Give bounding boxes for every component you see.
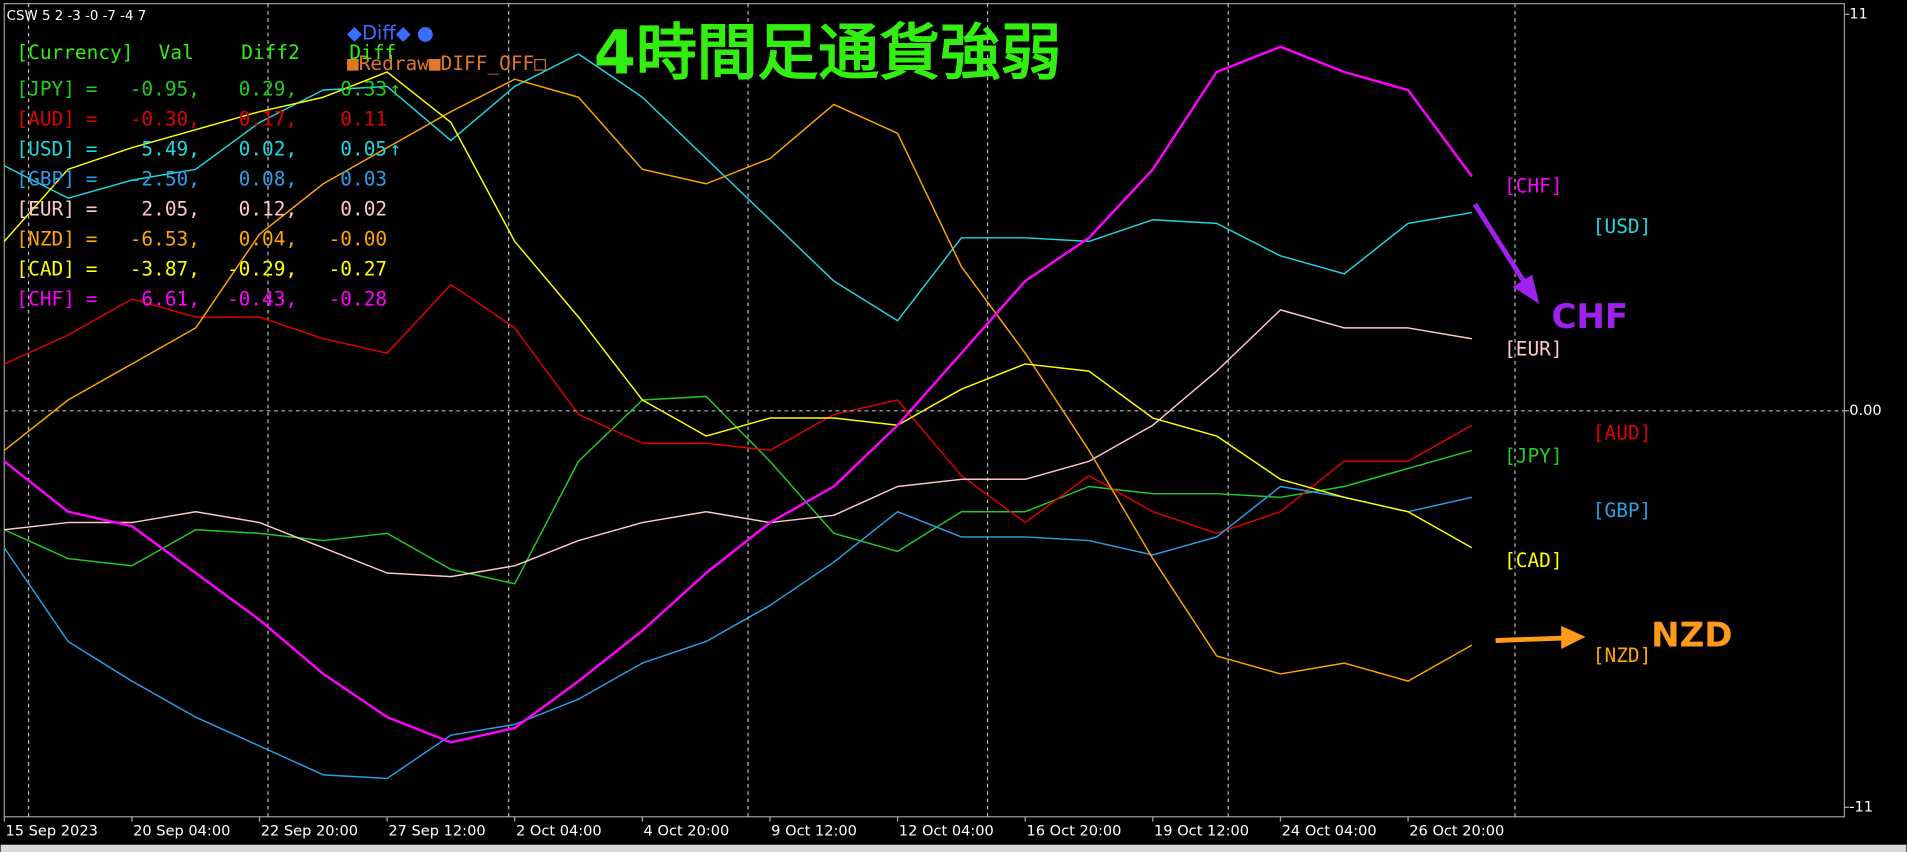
table-cell: -0.00 (329, 228, 388, 251)
table-cell: [CHF] (16, 288, 75, 311)
series-label: [EUR] (1504, 338, 1563, 361)
table-cell: -3.87, (130, 258, 200, 281)
series-line (3, 71, 1473, 549)
table-cell: = (86, 228, 98, 251)
table-cell: = (86, 77, 98, 100)
x-tick-label: 15 Sep 2023 (5, 822, 97, 839)
diff-button[interactable]: ◆Diff◆ ● (347, 22, 434, 45)
arrow-shaft (1472, 202, 1530, 289)
table-cell: 0.33 (340, 77, 387, 100)
table-cell: 0.12, (239, 198, 298, 221)
table-cell: = (86, 288, 98, 311)
series-line (3, 53, 1472, 322)
table-cell: -6.53, (130, 228, 200, 251)
table-header: Diff (349, 41, 396, 64)
annotation: CHF (1551, 297, 1628, 337)
series-label: [NZD] (1593, 644, 1652, 667)
indicator-label: CSW 5 2 -3 -0 -7 -4 7 (7, 9, 147, 24)
redraw-button[interactable]: ■Redraw■DIFF_OFF□ (347, 52, 546, 75)
table-header: Diff2 (241, 41, 300, 64)
series-label: [USD] (1593, 215, 1652, 238)
table-arrow: ↑ (390, 77, 402, 100)
table-cell: [CAD] (16, 258, 75, 281)
series-label: [JPY] (1504, 444, 1563, 467)
table-cell: = (86, 107, 98, 130)
x-tick-label: 12 Oct 04:00 (899, 822, 994, 839)
x-tick-label: 2 Oct 04:00 (516, 822, 602, 839)
table-cell: [JPY] (16, 77, 75, 100)
series-label: [CAD] (1504, 549, 1563, 572)
x-tick-label: 24 Oct 04:00 (1282, 822, 1377, 839)
table-cell: [USD] (16, 137, 75, 160)
table-header: [Currency] (16, 41, 133, 64)
x-tick-label: 20 Sep 04:00 (133, 822, 230, 839)
y-tick-label: 11 (1849, 5, 1868, 22)
y-tick-label: 0.00 (1849, 402, 1881, 419)
table-cell: = (86, 258, 98, 281)
table-cell: = (86, 198, 98, 221)
table-cell: 0.29, (239, 77, 298, 100)
annotation: NZD (1651, 615, 1732, 655)
series-line (3, 283, 1473, 535)
table-cell: 0.03 (340, 168, 387, 191)
series-line (3, 395, 1473, 585)
table-cell: 0.04, (239, 228, 298, 251)
bottom-strip (0, 844, 1907, 852)
x-tick-label: 19 Oct 12:00 (1154, 822, 1249, 839)
arrow-shaft (1495, 635, 1564, 643)
table-cell: = (86, 168, 98, 191)
series-line (3, 485, 1473, 780)
table-cell: 0.08, (239, 168, 298, 191)
table-cell: 0.05 (340, 137, 387, 160)
table-cell: [EUR] (16, 198, 75, 221)
table-cell: -0.43, (227, 288, 297, 311)
series-label: [AUD] (1593, 421, 1652, 444)
table-cell: [AUD] (16, 107, 75, 130)
series-label: [CHF] (1504, 175, 1563, 198)
series-line (3, 45, 1473, 744)
x-tick-label: 16 Oct 20:00 (1026, 822, 1121, 839)
table-cell: -0.27 (329, 258, 388, 281)
table-cell: 0.17, (239, 107, 298, 130)
y-tick-label: -11 (1849, 798, 1873, 815)
table-cell: 2.05, (141, 198, 200, 221)
table-cell: -0.28 (329, 288, 388, 311)
x-tick-label: 9 Oct 12:00 (771, 822, 857, 839)
x-tick-label: 26 Oct 20:00 (1409, 822, 1504, 839)
table-cell: -0.95, (130, 77, 200, 100)
series-label: [GBP] (1593, 499, 1652, 522)
overlay (1472, 202, 1586, 650)
table-cell: 5.49, (141, 137, 200, 160)
x-tick-label: 27 Sep 12:00 (388, 822, 485, 839)
series-line (4, 309, 1472, 578)
x-tick-label: 22 Sep 20:00 (261, 822, 358, 839)
x-tick-label: 4 Oct 20:00 (644, 822, 730, 839)
table-cell: 0.11 (340, 107, 387, 130)
table-cell: [NZD] (16, 228, 75, 251)
table-header: Val (159, 41, 194, 64)
table-cell: 0.02 (340, 198, 387, 221)
table-cell: 6.61, (141, 288, 200, 311)
table-cell: -2.50, (130, 168, 200, 191)
arrow-head (1512, 274, 1540, 304)
table-cell: 0.02, (239, 137, 298, 160)
table-cell: [GBP] (16, 168, 75, 191)
table-cell: = (86, 137, 98, 160)
table-cell: -0.29, (227, 258, 297, 281)
chart-title: 4時間足通貨強弱 (594, 19, 1062, 89)
series-line (3, 78, 1473, 682)
table-arrow: ↑ (390, 137, 402, 160)
lines (3, 45, 1473, 780)
arrow-head (1561, 625, 1586, 650)
table-cell: -0.30, (130, 107, 200, 130)
